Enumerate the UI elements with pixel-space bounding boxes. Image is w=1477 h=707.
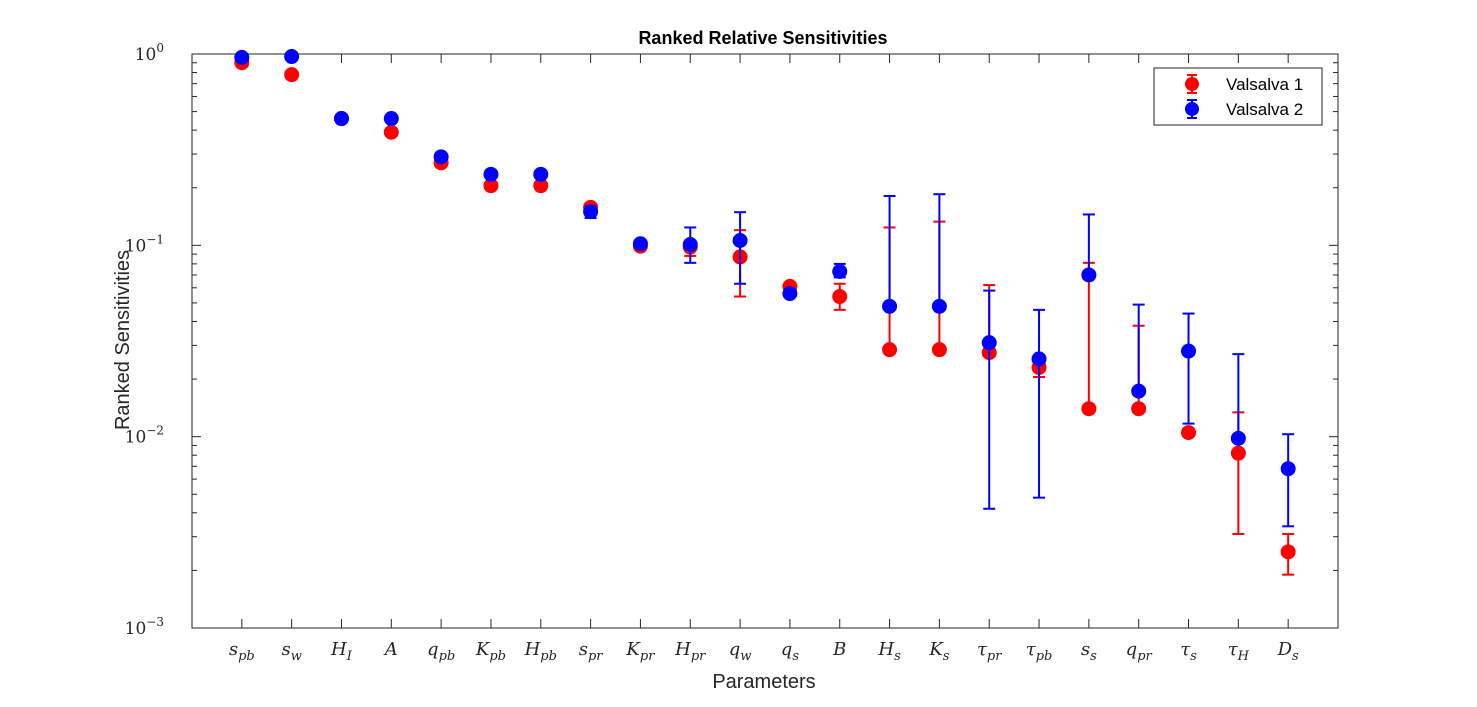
data-point [1280, 461, 1296, 477]
legend-box [1153, 67, 1323, 126]
legend-marker [1185, 77, 1199, 91]
data-point [433, 149, 449, 165]
data-point [483, 166, 499, 182]
data-point [981, 335, 997, 351]
data-point [284, 49, 300, 65]
data-point [1131, 401, 1147, 417]
data-point [1181, 343, 1197, 359]
data-point [632, 236, 648, 252]
data-point [1181, 425, 1197, 441]
legend-label-1: Valsalva 2 [1226, 100, 1303, 119]
data-point [1131, 383, 1147, 399]
data-point [1230, 430, 1246, 446]
data-point [284, 67, 300, 83]
y-tick-label-3: 10−3 [125, 615, 164, 639]
chart-title: Ranked Relative Sensitivities [638, 28, 887, 48]
x-tick-label-12: B [832, 639, 846, 660]
x-tick-label-17: ss [1081, 639, 1097, 664]
x-tick-label-16: τpb [1026, 639, 1053, 664]
x-tick-label-7: spr [579, 639, 604, 664]
legend: Valsalva 1 Valsalva 2 [1153, 67, 1323, 126]
legend-marker [1185, 102, 1199, 116]
x-tick-label-6: Hpb [524, 639, 557, 664]
x-tick-label-10: qw [729, 639, 752, 664]
data-point [1081, 267, 1097, 283]
x-tick-label-1: sw [281, 639, 301, 664]
data-point [383, 124, 399, 140]
data-point [832, 289, 848, 305]
data-point [1081, 401, 1097, 417]
x-tick-label-20: τH [1228, 639, 1250, 664]
data-point [882, 298, 898, 314]
data-point [1280, 544, 1296, 560]
data-point [682, 237, 698, 253]
x-tick-label-3: A [383, 639, 398, 660]
legend-label-0: Valsalva 1 [1226, 75, 1303, 94]
y-axis-label: Ranked Sensitivities [112, 250, 134, 430]
data-point [782, 286, 798, 302]
data-point [533, 166, 549, 182]
series-1 [234, 49, 1296, 528]
data-point [1230, 445, 1246, 461]
x-tick-label-8: Kpr [625, 639, 655, 664]
x-tick-label-11: qs [781, 639, 800, 664]
x-tick-label-18: qpr [1126, 639, 1153, 664]
y-tick-label-0: 100 [135, 41, 164, 65]
x-tick-label-2: HI [330, 639, 353, 664]
x-axis-label: Parameters [712, 671, 815, 693]
data-point [931, 298, 947, 314]
data-point [1031, 351, 1047, 367]
x-tick-label-14: Ks [928, 639, 949, 664]
data-point [931, 342, 947, 358]
data-point [383, 111, 399, 127]
data-point [882, 342, 898, 358]
y-tick-label-2: 10−2 [125, 424, 164, 448]
data-point [234, 49, 250, 65]
data-point [732, 232, 748, 248]
data-point [333, 111, 349, 127]
data-point [832, 263, 848, 279]
x-tick-label-9: Hpr [674, 639, 706, 664]
y-tick-label-1: 10−1 [125, 232, 164, 256]
series-0 [234, 55, 1296, 576]
x-tick-label-15: τpr [977, 639, 1002, 664]
axes-box [191, 53, 1339, 629]
x-tick-label-4: qpb [427, 639, 455, 664]
x-tick-label-19: τs [1180, 639, 1197, 664]
x-tick-label-0: spb [229, 639, 255, 664]
x-tick-label-13: Hs [877, 639, 901, 664]
x-tick-label-5: Kpb [475, 639, 506, 664]
data-point [583, 204, 599, 220]
x-tick-label-21: Ds [1277, 639, 1299, 664]
